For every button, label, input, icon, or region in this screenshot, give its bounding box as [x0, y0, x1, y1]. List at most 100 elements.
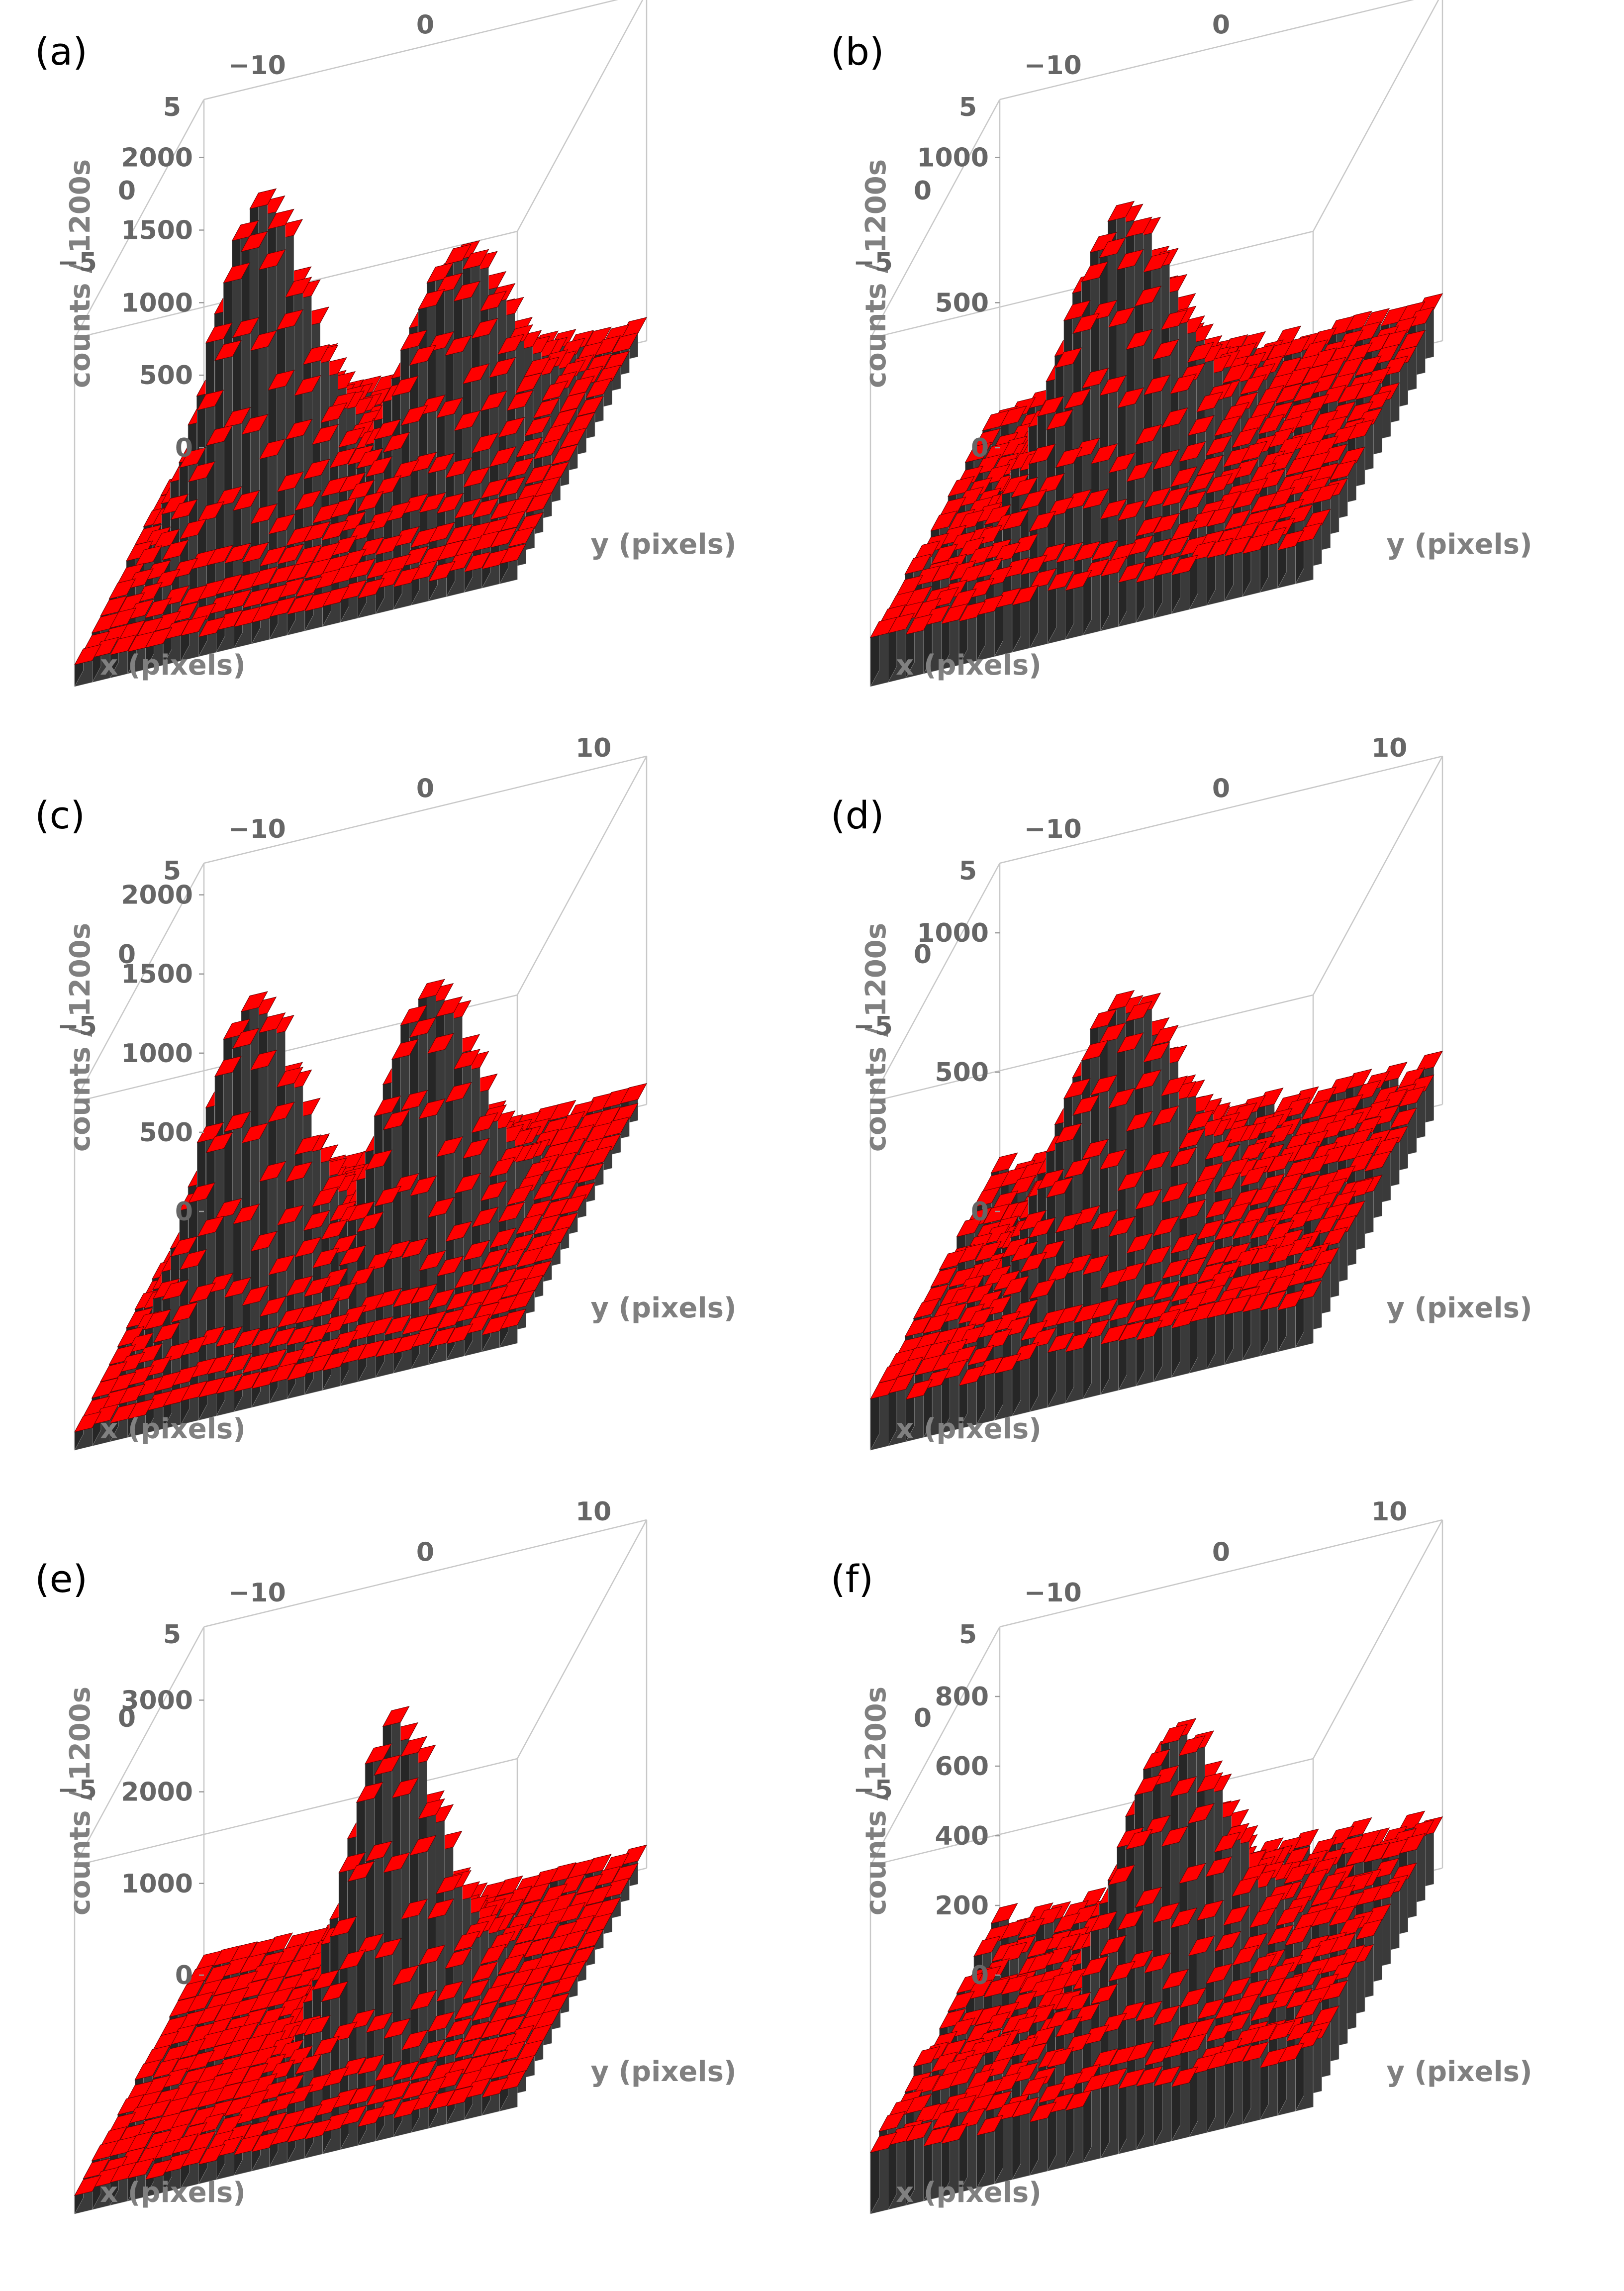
bar-top: [1117, 500, 1145, 521]
bar-top: [1090, 443, 1118, 465]
bar-top: [232, 1028, 260, 1049]
bar-top: [532, 398, 560, 419]
bar-top: [1345, 342, 1373, 364]
y-tick-label: 0: [416, 774, 434, 804]
panel-label: (b): [831, 29, 884, 74]
bar-top: [930, 510, 958, 532]
z-axis-label: counts / 1200s: [860, 159, 892, 388]
bar-top: [1118, 562, 1146, 583]
bar-top: [330, 1282, 358, 1303]
bar-top: [479, 291, 507, 312]
bar-top: [559, 427, 587, 449]
bar-top: [1063, 388, 1091, 409]
bar-top: [973, 428, 1001, 449]
bar-top: [286, 560, 314, 582]
bar-top: [1081, 368, 1109, 389]
bar-top: [1100, 556, 1128, 577]
bar-top: [312, 502, 340, 524]
box-edge: [999, 0, 1415, 100]
bar: [251, 602, 279, 644]
x-tick-label: −5: [57, 248, 97, 278]
bar: [215, 1373, 243, 1416]
bar: [1153, 556, 1181, 618]
bar-top: [1144, 538, 1172, 559]
bar-top: [489, 446, 517, 468]
bar-top: [410, 527, 438, 548]
bar-top: [516, 512, 544, 533]
bar-top: [276, 309, 304, 330]
bar-top: [1152, 449, 1180, 470]
bar-top: [445, 1221, 473, 1242]
box-edge: [869, 863, 1001, 1102]
bar: [1047, 570, 1074, 644]
bar-top: [417, 289, 445, 310]
bar-top: [497, 1201, 525, 1223]
bar-top: [489, 1227, 517, 1249]
bar-top: [198, 616, 226, 638]
bar-top: [365, 456, 392, 478]
bar-top: [320, 402, 348, 423]
bar-top: [74, 1411, 101, 1433]
bar-top: [481, 548, 509, 570]
panel-label: (a): [35, 29, 88, 74]
bar-top: [294, 1236, 322, 1258]
bar-top: [348, 1266, 376, 1288]
bar: [464, 551, 491, 593]
bar-top: [428, 561, 456, 582]
bar-top: [567, 1124, 595, 1145]
bar-top: [293, 1134, 321, 1156]
bar-top: [497, 334, 525, 355]
bar-top: [444, 244, 472, 265]
bar-top: [356, 491, 384, 512]
bar-top: [375, 1336, 403, 1358]
y-axis-label: y (pixels): [590, 1292, 736, 1324]
bar-top: [267, 1101, 295, 1123]
bar-top: [1179, 490, 1207, 512]
bar-top: [524, 1199, 552, 1221]
bar-top: [215, 1373, 243, 1395]
bar-top: [472, 498, 499, 519]
bar-top: [435, 273, 463, 294]
bar-top: [214, 1056, 242, 1077]
box-edge: [1312, 0, 1439, 232]
bar-top: [515, 1213, 543, 1235]
bar-top: [939, 497, 966, 518]
bar: [392, 566, 420, 610]
x-axis-label: x (pixels): [100, 649, 246, 682]
y-tick-label: −10: [1024, 51, 1082, 81]
bar-top: [506, 1184, 534, 1206]
bar-top: [1239, 1141, 1267, 1162]
bar-top: [1029, 568, 1057, 590]
bar-top: [250, 503, 278, 525]
bar: [127, 631, 155, 674]
bar-top: [1196, 455, 1224, 476]
bar-top: [1362, 308, 1390, 329]
bar-top: [197, 1215, 225, 1237]
bar-top: [400, 329, 428, 351]
bar-top: [437, 1308, 465, 1330]
bar: [1064, 570, 1092, 640]
bar-top: [1364, 1151, 1391, 1172]
bar-top: [1292, 381, 1320, 402]
bar-top: [1073, 541, 1101, 562]
bar-top: [303, 1276, 331, 1297]
panel-label: (c): [35, 793, 85, 837]
bar-top: [462, 1138, 490, 1159]
bar-top: [532, 1180, 560, 1201]
bar-top: [109, 634, 137, 656]
panel-d: (d) 0 500 1000 counts / 1200s −5 0 5 −10 0 10 x (pi…: [816, 733, 1622, 1520]
bar-top: [1277, 529, 1305, 551]
bar-top: [471, 432, 499, 454]
bars: [74, 188, 647, 687]
bar-top: [205, 425, 233, 446]
bar-top: [356, 1211, 384, 1233]
bar-top: [1398, 1086, 1426, 1107]
bar-top: [259, 546, 287, 567]
x-tick-label: 5: [163, 856, 181, 886]
bar-top: [490, 527, 518, 548]
bar-top: [541, 1166, 569, 1188]
bar-top: [375, 534, 402, 556]
